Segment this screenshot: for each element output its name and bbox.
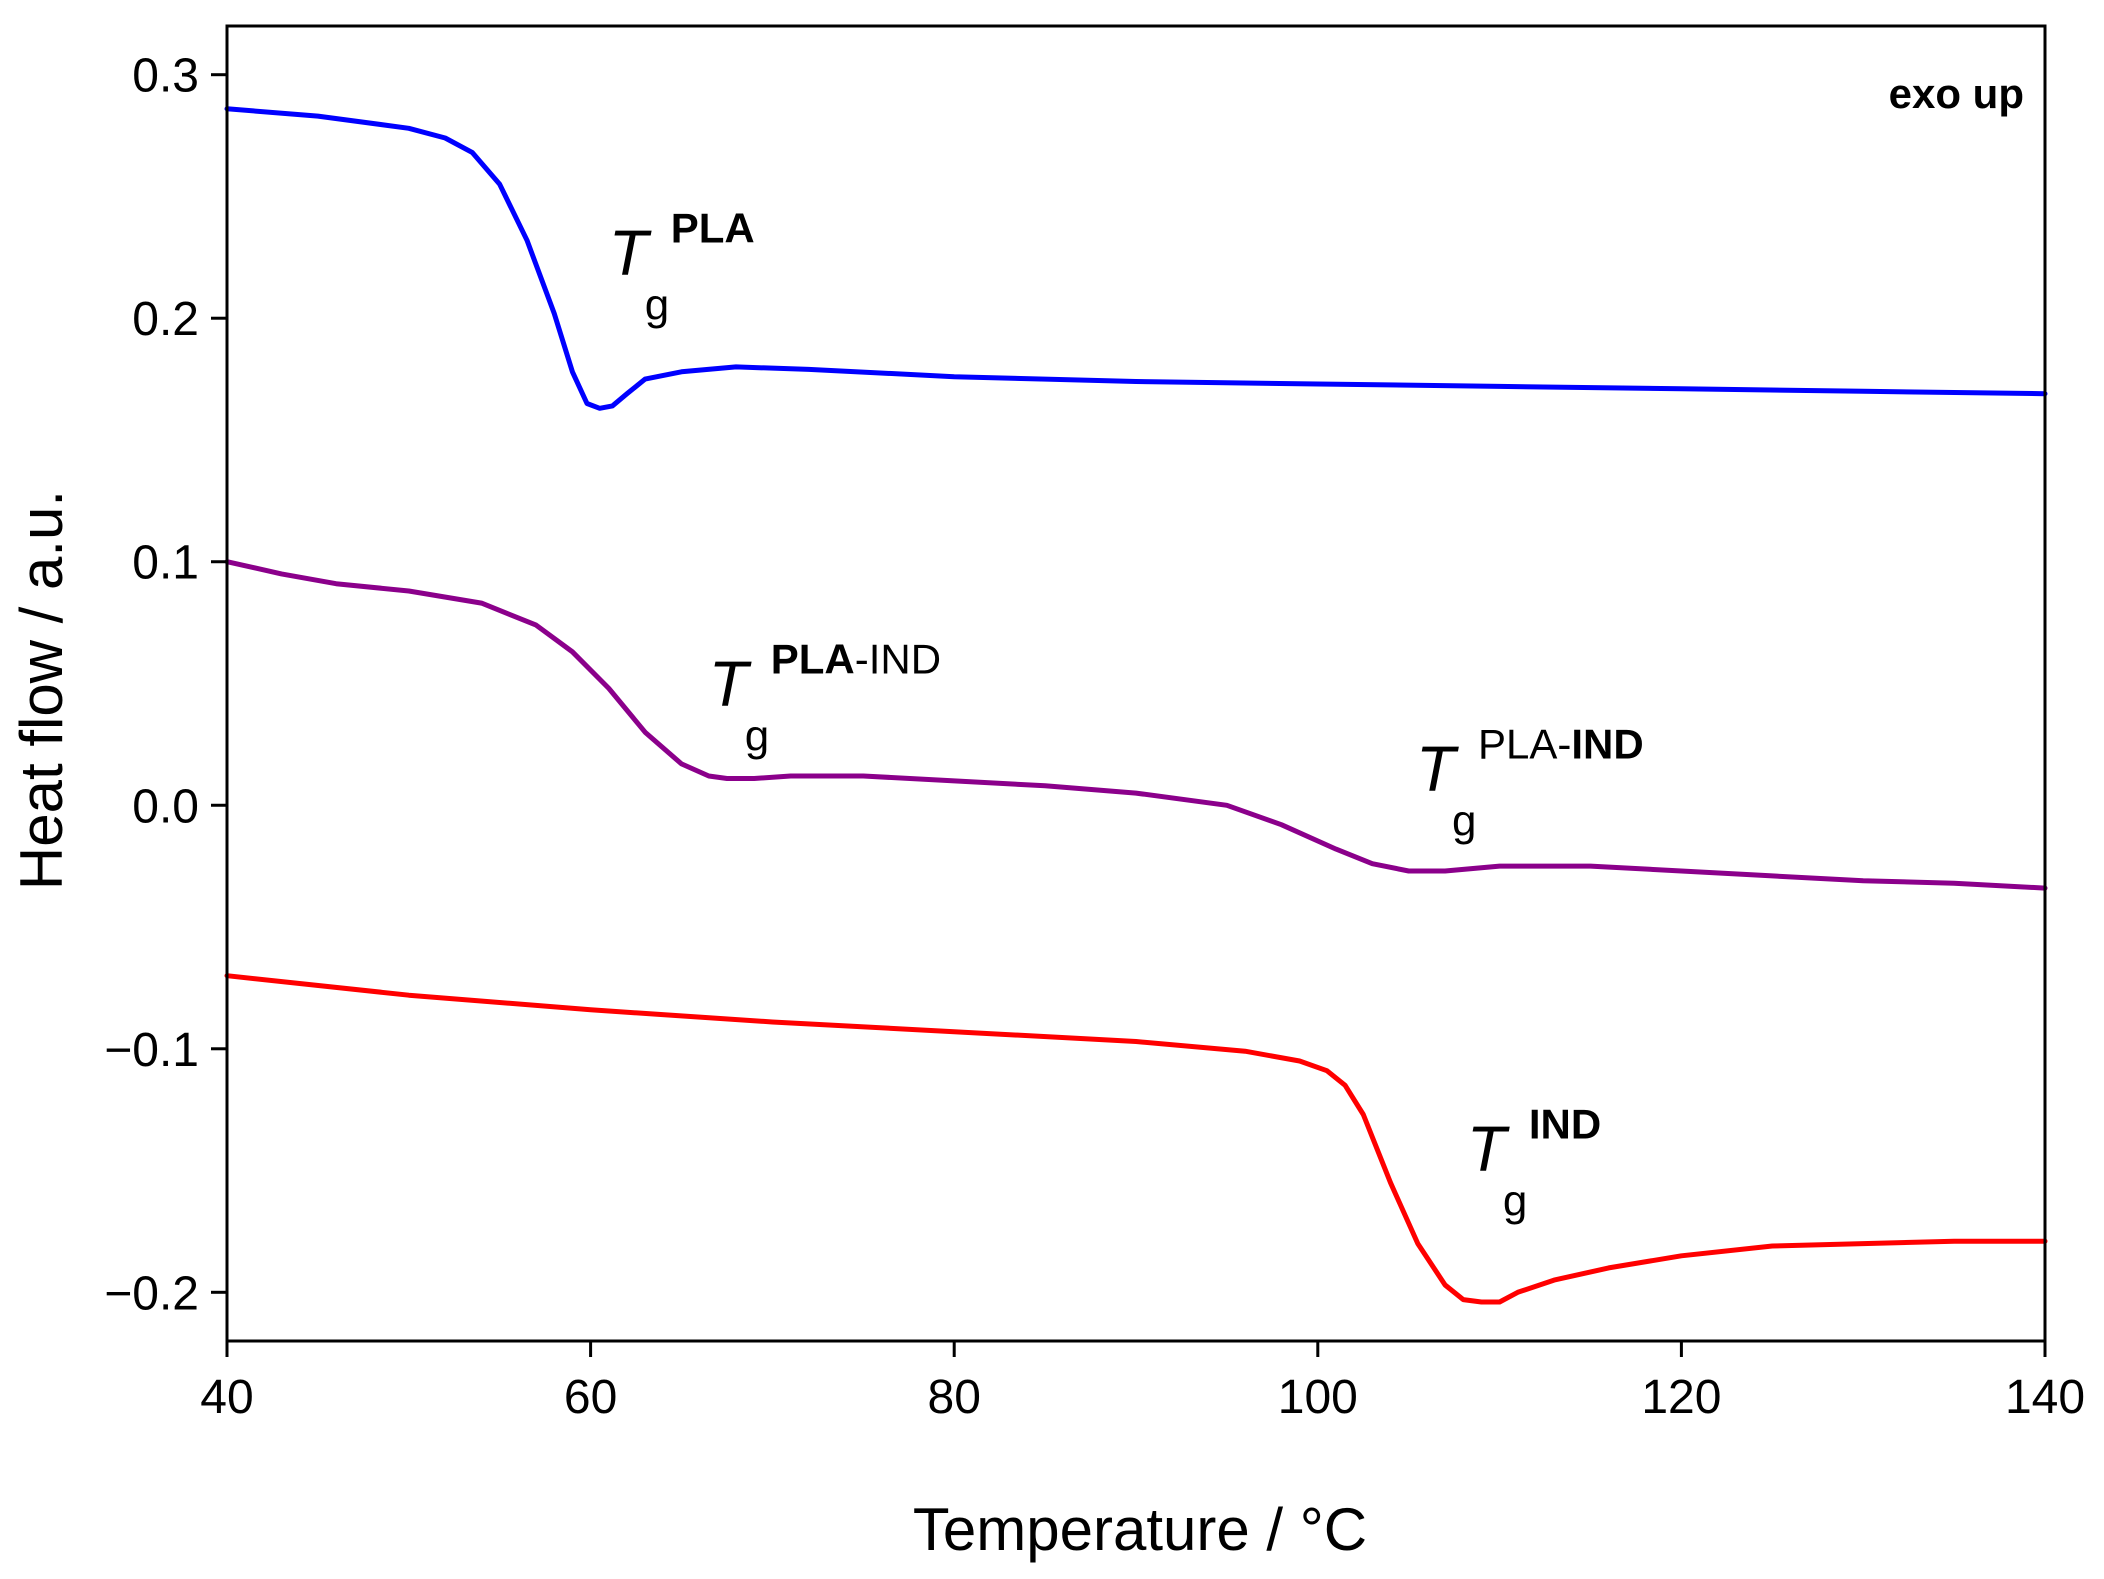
y-tick-label: 0.0 — [132, 780, 199, 833]
x-axis-title: Temperature / °C — [913, 1496, 1367, 1563]
x-tick-label: 100 — [1278, 1371, 1358, 1424]
y-axis-title: Heat flow / a.u. — [8, 490, 75, 890]
tg-pla-ind-second-T: T — [1416, 733, 1459, 805]
tg-pla-superscript: PLA — [671, 204, 755, 251]
y-tick-label: 0.3 — [132, 50, 199, 103]
x-tick-label: 80 — [928, 1371, 981, 1424]
series-layer — [224, 106, 2048, 1305]
x-tick-label: 60 — [564, 1371, 617, 1424]
x-tick-label: 120 — [1641, 1371, 1721, 1424]
x-tick-label: 40 — [200, 1371, 253, 1424]
y-tick-label: −0.2 — [104, 1267, 199, 1320]
series-line-pla — [224, 106, 2048, 411]
exo-up-label: exo up — [1889, 70, 2024, 117]
tg-pla-ind-first-sup-part-0: PLA — [771, 635, 855, 682]
tg-pla-ind-first-sup-part-1: -IND — [855, 635, 941, 682]
y-tick-label: 0.1 — [132, 537, 199, 590]
plot-frame — [225, 24, 2047, 1343]
tg-ind-sup-part-0: IND — [1529, 1101, 1601, 1148]
x-tick-label: 140 — [2005, 1371, 2085, 1424]
tg-pla-T: T — [609, 216, 652, 288]
tg-pla-ind-second-sup-part-1: IND — [1571, 721, 1643, 768]
tg-pla-ind-second-superscript: PLA-IND — [1478, 721, 1644, 768]
tg-pla-ind-second-sup-part-0: PLA- — [1478, 721, 1571, 768]
tg-ind-superscript: IND — [1529, 1101, 1601, 1148]
tg-pla-ind-first-T: T — [709, 647, 752, 719]
y-tick-label: 0.2 — [132, 293, 199, 346]
tg-pla-ind-second-subscript: g — [1452, 797, 1476, 846]
y-tick-label: −0.1 — [104, 1024, 199, 1077]
tg-pla-ind-first-subscript: g — [745, 711, 769, 760]
series-line-pla-ind — [224, 559, 2048, 891]
tg-pla-ind-first-superscript: PLA-IND — [771, 635, 941, 682]
tg-pla-sup-part-0: PLA — [671, 204, 755, 251]
tg-ind-T: T — [1467, 1113, 1510, 1185]
series-line-ind — [224, 973, 2048, 1305]
tg-pla-subscript: g — [645, 280, 669, 329]
tg-ind-subscript: g — [1503, 1177, 1527, 1226]
ticks-layer: 40 60 80 100 120 140 0.3 0.2 0.1 0.0 −0.1 −0.2 — [104, 50, 2085, 1424]
axes-layer — [225, 24, 2047, 1343]
